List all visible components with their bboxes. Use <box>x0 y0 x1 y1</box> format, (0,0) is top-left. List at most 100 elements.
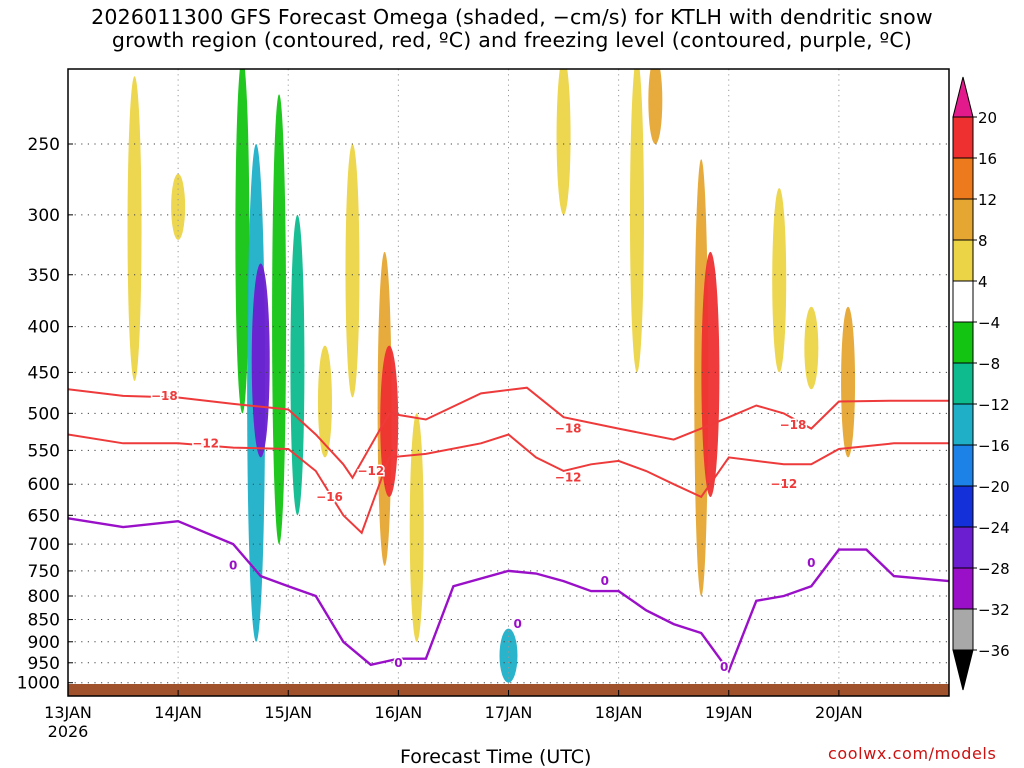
colorbar-tick-label: −20 <box>978 478 1010 496</box>
colorbar-top-arrow <box>952 76 974 118</box>
colorbar-tick-label: −32 <box>978 601 1010 619</box>
colorbar-tick-label: −12 <box>978 396 1010 414</box>
colorbar: 20 16 12 8 4 −4 −8 −12 −16 −20 −24 −28 −32 −36 <box>952 76 1010 691</box>
pressure-tick-label: 350 <box>28 266 60 286</box>
pressure-tick-label: 600 <box>28 475 60 495</box>
freezing-level-label: 0 <box>513 617 521 631</box>
pressure-tick-label: 300 <box>28 206 60 226</box>
colorbar-swatch <box>952 198 974 241</box>
contour-label-layer: −18 −12 −16 −12 −18 −12 −18 −12 0 0 0 0 0 0 <box>149 387 817 675</box>
colorbar-swatch <box>952 526 974 569</box>
omega-blob <box>556 69 571 215</box>
colorbar-tick-label: 12 <box>978 191 997 209</box>
pressure-tick-label: 850 <box>28 611 60 631</box>
time-tick-label: 14JAN <box>154 703 202 722</box>
pressure-axis: 2503003504004505005506006507007508008509… <box>17 135 73 694</box>
pressure-tick-label: 900 <box>28 633 60 653</box>
colorbar-swatch <box>952 157 974 200</box>
dendritic-contour-label: −12 <box>555 471 582 485</box>
chart-title-line-2: growth region (contoured, red, ºC) and f… <box>111 28 913 52</box>
chart-title-line-1: 2026011300 GFS Forecast Omega (shaded, −… <box>91 5 933 29</box>
freezing-level-label: 0 <box>601 574 609 588</box>
colorbar-tick-label: 20 <box>978 109 997 127</box>
dendritic-minus12-contour <box>68 433 949 535</box>
colorbar-tick-label: −16 <box>978 437 1010 455</box>
colorbar-swatch <box>952 362 974 405</box>
omega-blob <box>648 69 663 144</box>
colorbar-swatch <box>952 567 974 610</box>
time-tick-label: 20JAN <box>815 703 863 722</box>
omega-blob <box>345 144 360 398</box>
colorbar-tick-label: 16 <box>978 150 997 168</box>
colorbar-swatch <box>952 280 974 323</box>
freezing-level-label: 0 <box>229 559 237 573</box>
colorbar-swatch <box>952 403 974 446</box>
omega-blob <box>694 159 709 597</box>
omega-blob <box>701 251 720 497</box>
omega-shading-layer <box>127 69 856 683</box>
grid-layer <box>67 69 949 696</box>
colorbar-swatch <box>952 321 974 364</box>
omega-blob <box>804 306 819 390</box>
colorbar-swatch <box>952 444 974 487</box>
time-tick-label: 13JAN <box>44 703 92 722</box>
omega-blob <box>251 263 270 458</box>
dendritic-contour-label: −12 <box>357 464 384 478</box>
freezing-level-contour <box>68 517 949 674</box>
pressure-tick-label: 1000 <box>17 674 60 694</box>
colorbar-tick-label: −8 <box>978 355 1000 373</box>
omega-blob <box>317 345 332 458</box>
omega-blob <box>235 69 250 414</box>
freezing-level-label: 0 <box>807 556 815 570</box>
x-axis-label: Forecast Time (UTC) <box>400 746 592 768</box>
pressure-tick-label: 500 <box>28 404 60 424</box>
pressure-tick-label: 650 <box>28 506 60 526</box>
omega-blob <box>841 306 856 458</box>
omega-blob <box>290 214 305 516</box>
dendritic-contour-label: −16 <box>316 490 343 504</box>
omega-blob <box>272 94 287 545</box>
dendritic-contour-label: −18 <box>780 418 807 432</box>
colorbar-tick-label: −36 <box>978 642 1010 660</box>
freezing-level-label: 0 <box>394 656 402 670</box>
freezing-level-label: 0 <box>720 660 728 674</box>
dendritic-contour-label: −12 <box>770 477 797 491</box>
omega-blob <box>380 345 399 497</box>
colorbar-swatch <box>952 116 974 159</box>
time-tick-label: 17JAN <box>485 703 533 722</box>
omega-blob <box>127 76 142 381</box>
pressure-tick-label: 800 <box>28 587 60 607</box>
omega-blob <box>171 173 186 240</box>
colorbar-tick-label: −28 <box>978 560 1010 578</box>
source-credit[interactable]: coolwx.com/models <box>828 744 997 763</box>
colorbar-tick-label: 4 <box>978 273 988 291</box>
omega-blob <box>409 413 424 642</box>
time-tick-label: 16JAN <box>375 703 423 722</box>
colorbar-swatch <box>952 485 974 528</box>
pressure-tick-label: 400 <box>28 318 60 338</box>
contour-layer <box>68 386 949 674</box>
omega-blob <box>629 69 644 373</box>
pressure-tick-label: 750 <box>28 562 60 582</box>
pressure-tick-label: 450 <box>28 363 60 383</box>
colorbar-swatch <box>952 608 974 651</box>
pressure-tick-label: 550 <box>28 441 60 461</box>
dendritic-contour-label: −12 <box>192 436 219 450</box>
colorbar-bottom-arrow <box>952 649 974 691</box>
colorbar-tick-label: 8 <box>978 232 988 250</box>
pressure-tick-label: 950 <box>28 654 60 674</box>
time-tick-label: 15JAN <box>264 703 312 722</box>
time-tick-year-label: 2026 <box>48 722 89 741</box>
colorbar-tick-label: −24 <box>978 519 1010 537</box>
omega-blob <box>772 188 787 373</box>
time-tick-label: 18JAN <box>595 703 643 722</box>
pressure-tick-label: 700 <box>28 535 60 555</box>
chart-title: 2026011300 GFS Forecast Omega (shaded, −… <box>0 6 1024 52</box>
dendritic-contour-label: −18 <box>151 389 178 403</box>
time-tick-label: 19JAN <box>705 703 753 722</box>
pressure-tick-label: 250 <box>28 135 60 155</box>
dendritic-contour-label: −18 <box>555 422 582 436</box>
dendritic-minus18-contour <box>68 386 949 480</box>
